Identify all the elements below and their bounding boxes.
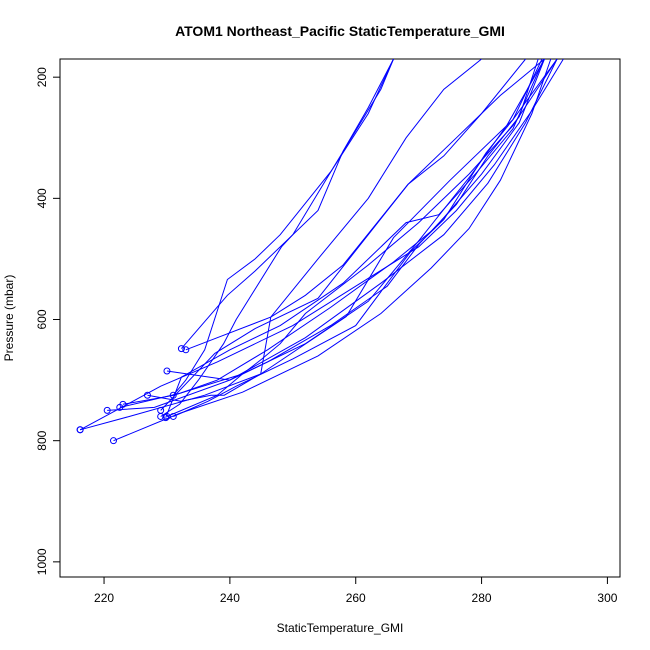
series [143, 59, 558, 402]
series [157, 59, 394, 420]
series-line [79, 59, 564, 431]
series-layer [76, 59, 564, 445]
series [109, 59, 552, 445]
series-line [173, 59, 543, 417]
series-line [160, 59, 394, 417]
series-line [166, 59, 558, 417]
series-line [181, 59, 394, 349]
series-line [147, 59, 558, 402]
series-line [172, 59, 394, 396]
data-point [116, 403, 124, 411]
x-tick-label: 300 [597, 591, 617, 605]
series [119, 59, 545, 408]
data-point [109, 437, 117, 445]
chart-title: ATOM1 Northeast_Pacific StaticTemperatur… [175, 23, 505, 39]
series-line [119, 59, 545, 408]
data-point [169, 391, 177, 399]
y-tick-label: 800 [35, 430, 49, 450]
x-axis: 220 240 260 280 300 [94, 577, 618, 605]
x-tick-label: 260 [346, 591, 366, 605]
series-line [185, 59, 545, 351]
series [76, 59, 564, 434]
series-line [107, 59, 558, 411]
data-point [163, 367, 171, 375]
series-line [160, 59, 526, 411]
x-axis-label: StaticTemperature_GMI [277, 621, 404, 635]
data-point [103, 406, 111, 414]
series [116, 59, 545, 411]
y-axis: 200 400 600 800 1000 [35, 67, 60, 575]
y-tick-label: 600 [35, 309, 49, 329]
x-tick-label: 240 [220, 591, 240, 605]
x-tick-label: 280 [472, 591, 492, 605]
y-axis-label: Pressure (mbar) [2, 275, 16, 362]
series [169, 59, 394, 399]
data-point [162, 414, 170, 422]
series-line [122, 59, 545, 405]
y-tick-label: 400 [35, 188, 49, 208]
series [162, 59, 545, 422]
series-line [165, 59, 545, 418]
x-tick-label: 220 [94, 591, 114, 605]
data-point [182, 346, 190, 354]
series [163, 59, 558, 420]
y-tick-label: 1000 [35, 548, 49, 575]
series-line [79, 59, 482, 431]
series [177, 59, 394, 353]
series-line [166, 59, 539, 381]
series [157, 59, 526, 414]
series [169, 59, 543, 420]
data-point [76, 426, 84, 434]
series-line [113, 59, 552, 442]
y-tick-label: 200 [35, 67, 49, 87]
data-point [157, 412, 165, 420]
plot-frame [59, 58, 621, 578]
series [103, 59, 558, 414]
series [76, 59, 482, 434]
series [182, 59, 545, 354]
data-point [177, 345, 185, 353]
data-point [169, 412, 177, 420]
